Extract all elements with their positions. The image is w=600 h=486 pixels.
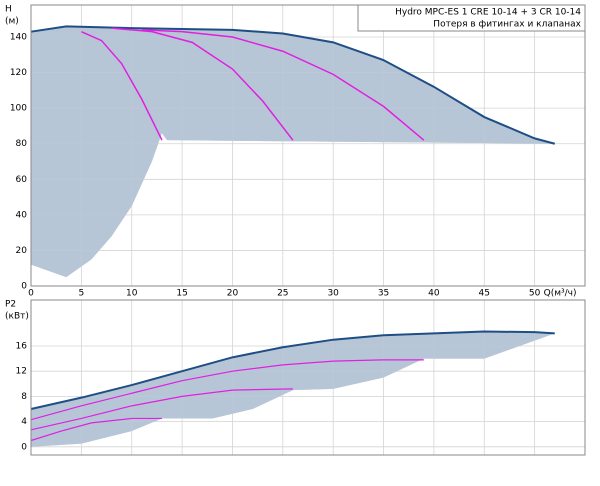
chart-subtitle: Потеря в фитингах и клапанах: [433, 20, 581, 30]
y-tick-label: 16: [16, 341, 28, 351]
y-tick-label: 8: [21, 392, 27, 402]
y-tick-label: 100: [10, 104, 27, 114]
y-tick-label: 12: [16, 367, 27, 377]
curve: [141, 29, 425, 141]
y-axis-label: H: [5, 5, 12, 15]
y-tick-label: 120: [10, 68, 27, 78]
y-tick-label: 60: [16, 175, 28, 185]
x-axis-label: Q(м³/ч): [544, 289, 577, 299]
x-tick-label: 20: [227, 289, 239, 299]
x-tick-label: 15: [176, 289, 187, 299]
curve: [30, 359, 424, 421]
y-tick-label: 40: [16, 210, 28, 220]
x-tick-label: 40: [428, 289, 440, 299]
y-tick-label: 20: [16, 246, 28, 256]
y-axis-label: (м): [5, 17, 19, 27]
y-tick-label: 0: [21, 442, 27, 452]
y-axis-label: (кВт): [5, 312, 29, 322]
x-tick-label: 50: [529, 289, 541, 299]
x-tick-label: 5: [78, 289, 84, 299]
y-axis-label: P2: [5, 300, 16, 310]
curve: [111, 27, 294, 141]
y-tick-label: 80: [16, 139, 28, 149]
y-tick-label: 4: [21, 417, 27, 427]
plot-border: [30, 4, 586, 287]
x-tick-label: 25: [277, 289, 288, 299]
x-tick-label: 45: [479, 289, 490, 299]
curve: [30, 330, 555, 410]
x-tick-label: 0: [28, 289, 34, 299]
curve: [81, 30, 163, 141]
y-tick-label: 0: [21, 282, 27, 292]
plot-border: [30, 299, 586, 456]
curve: [30, 25, 556, 145]
chart-title: Hydro MPC-ES 1 CRE 10-14 + 3 CR 10-14: [395, 8, 581, 18]
y-tick-label: 140: [10, 33, 27, 43]
operating-area: [31, 26, 555, 278]
x-tick-label: 30: [327, 289, 339, 299]
x-tick-label: 35: [378, 289, 389, 299]
curve: [30, 388, 293, 431]
x-tick-label: 10: [126, 289, 138, 299]
title-box: [357, 4, 586, 32]
curve: [30, 417, 162, 442]
